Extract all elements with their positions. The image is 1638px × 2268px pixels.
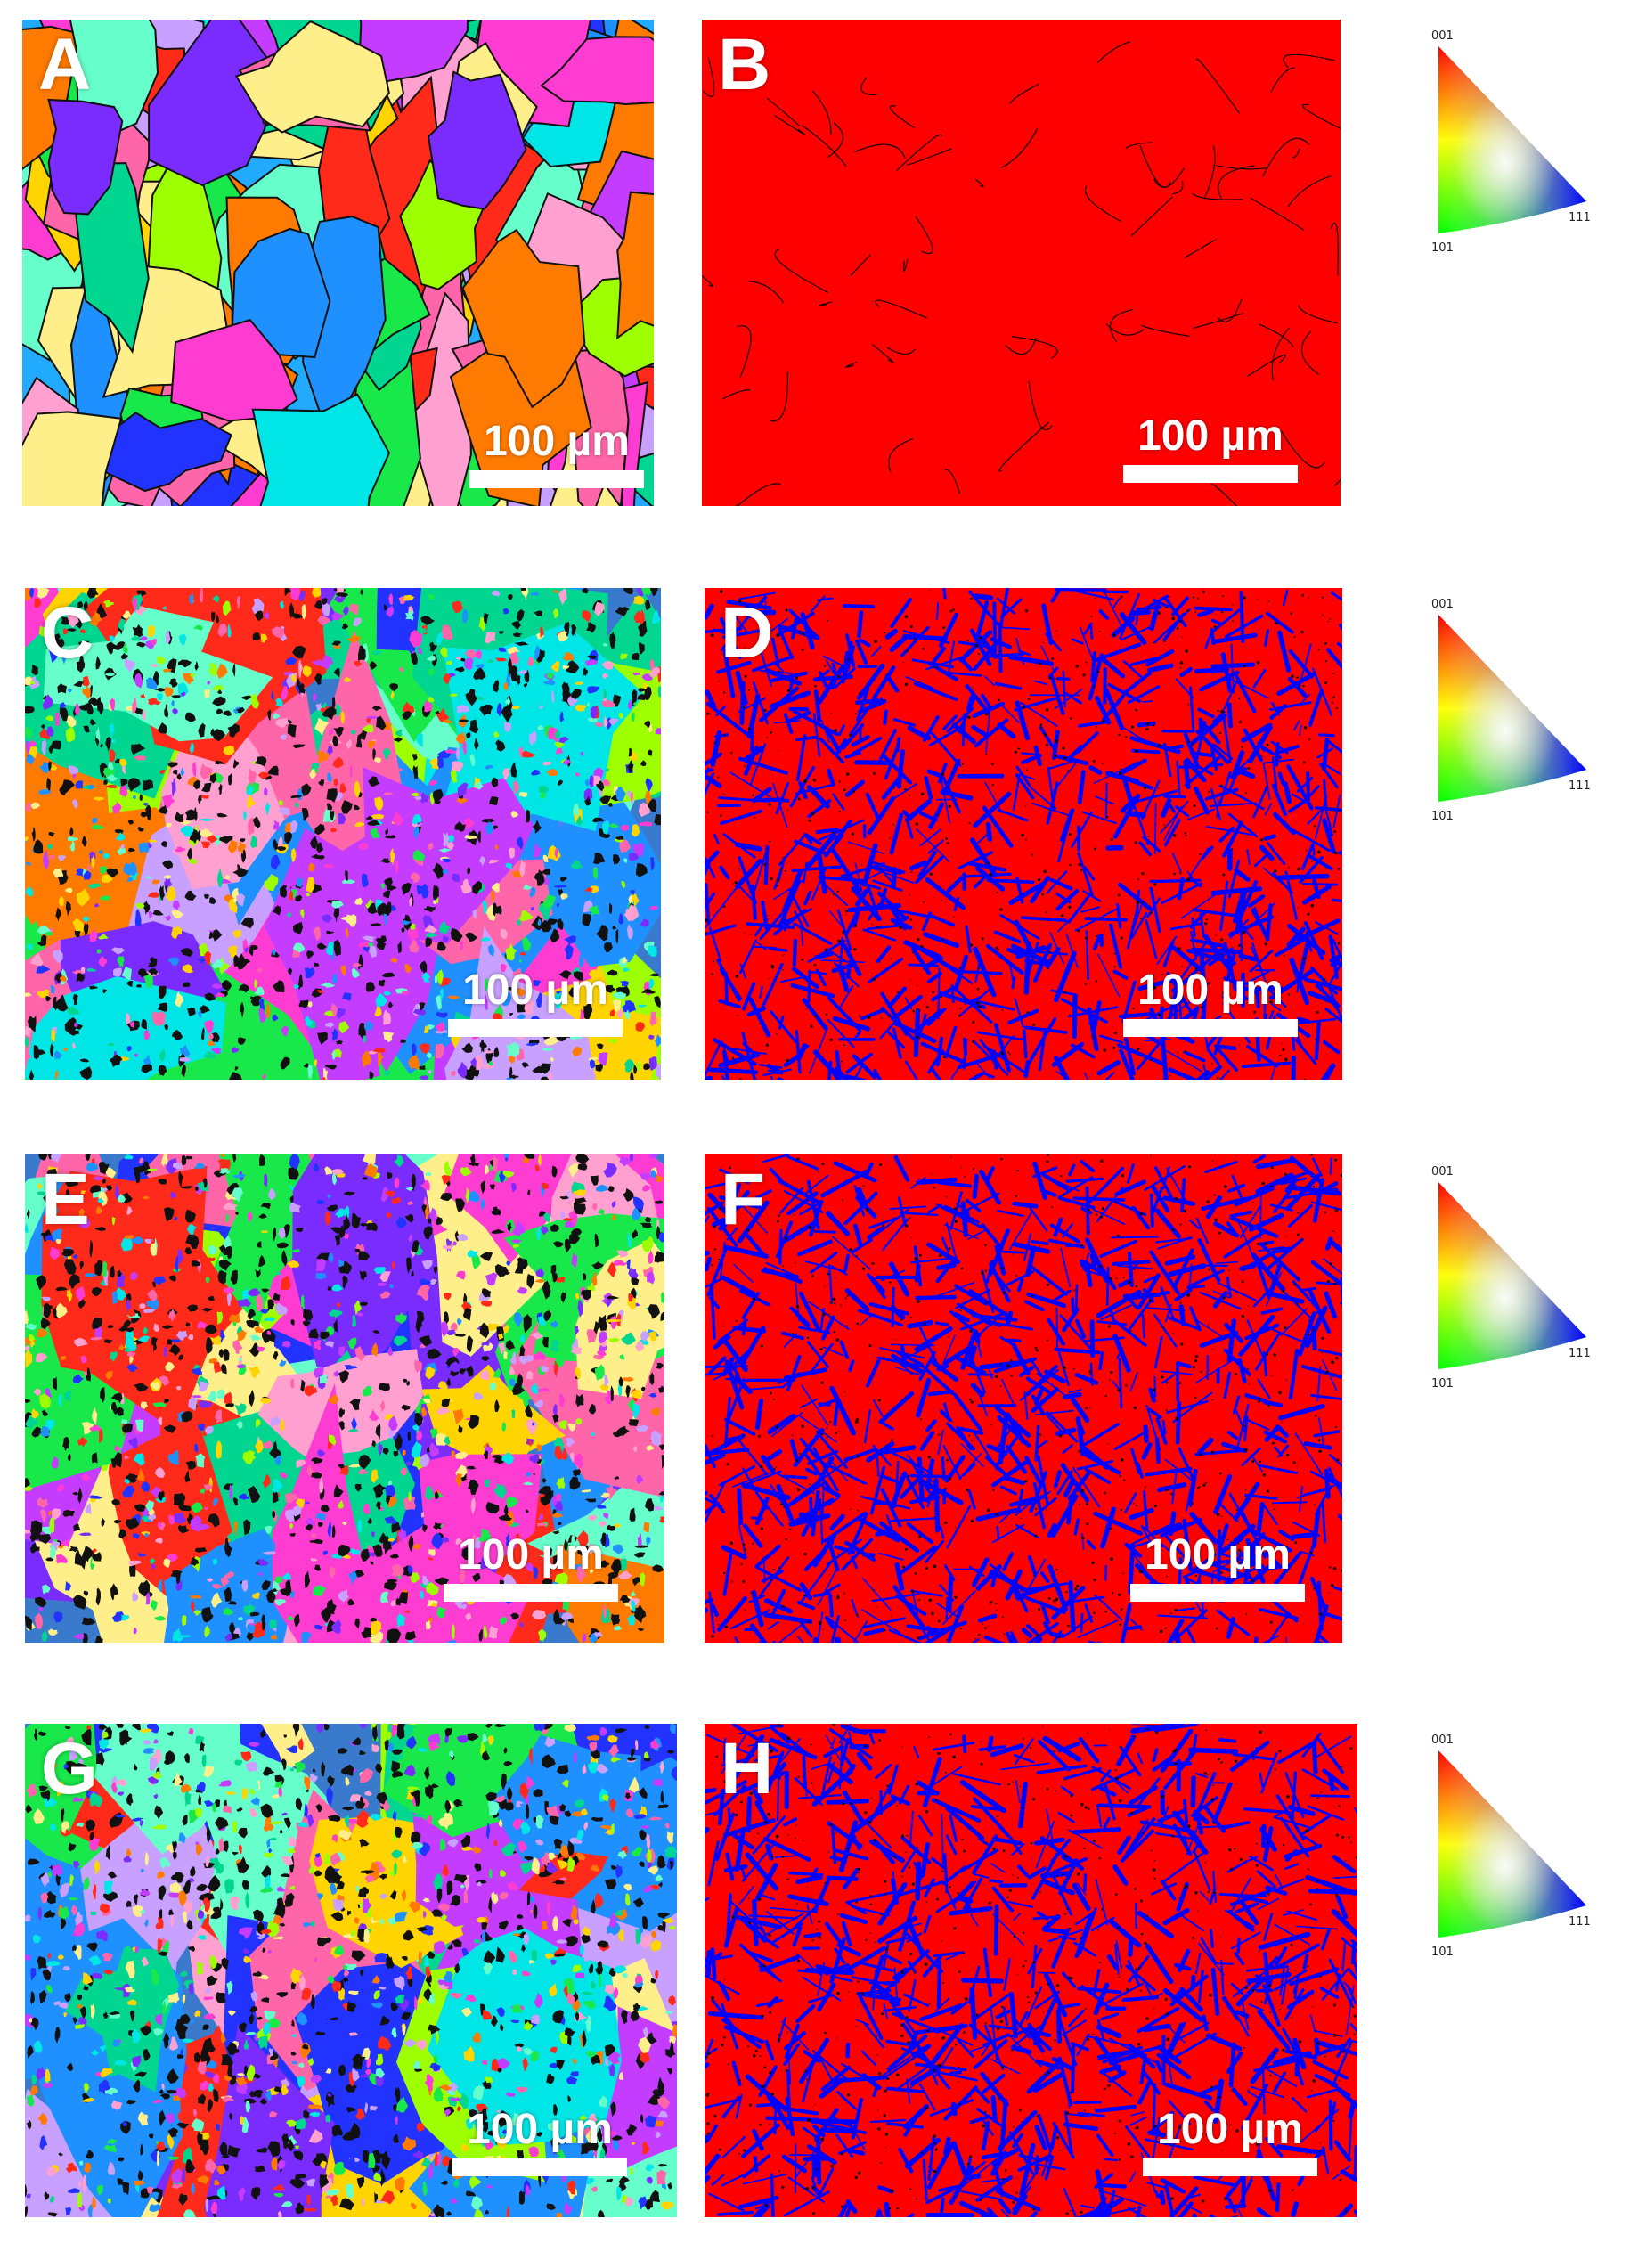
panel-label: E [41, 1159, 90, 1240]
scale-bar-label: 100 µm [1157, 2106, 1303, 2153]
ipf-map-a [22, 20, 654, 506]
ipf-legend-label-101: 101 [1431, 241, 1454, 255]
ipf-legend-svg: 001 101 111 [1431, 598, 1591, 823]
scale-bar-line [444, 1584, 618, 1602]
scale-bar: 100 µm [448, 969, 623, 1037]
panel-label: C [41, 592, 94, 673]
panel-label: F [721, 1159, 766, 1240]
ipf-legend-triangle: 001 101 111 [1428, 1731, 1597, 1971]
panel-d-phase-map: D 100 µm [705, 588, 1342, 1080]
scale-bar-line [1123, 465, 1298, 483]
panel-label: A [38, 24, 92, 105]
ipf-legend-label-111: 111 [1569, 1347, 1591, 1360]
ipf-legend-label-001: 001 [1431, 1734, 1454, 1747]
ipf-legend-label-111: 111 [1569, 1915, 1591, 1929]
panel-a-ipf-map: A 100 µm [22, 20, 654, 506]
scale-bar-label: 100 µm [1137, 967, 1284, 1014]
ipf-legend-shape [1438, 1750, 1586, 1938]
ipf-legend-shape [1438, 615, 1586, 802]
ipf-map-g [25, 1724, 677, 2217]
ipf-map-e [25, 1154, 664, 1643]
scale-bar-line [1130, 1584, 1305, 1602]
scale-bar-label: 100 µm [458, 1531, 604, 1579]
ipf-legend-svg: 001 101 111 [1431, 1734, 1591, 1959]
scale-bar-line [469, 470, 644, 488]
ipf-legend-triangle: 001 101 111 [1428, 595, 1597, 836]
panel-c-ipf-map: C 100 µm [25, 588, 661, 1080]
scale-bar: 100 µm [1123, 415, 1298, 483]
ipf-legend-label-101: 101 [1431, 1946, 1454, 1959]
panel-b-phase-map: B 100 µm [702, 20, 1341, 506]
scale-bar: 100 µm [1123, 969, 1298, 1037]
scale-bar-label: 100 µm [467, 2106, 613, 2153]
phase-map-h [705, 1724, 1357, 2217]
ipf-legend-label-111: 111 [1569, 211, 1591, 224]
scale-bar-line [1123, 1019, 1298, 1037]
phase-map-b [702, 20, 1341, 506]
scale-bar: 100 µm [452, 2109, 627, 2176]
panel-label: H [721, 1728, 774, 1809]
scale-bar-label: 100 µm [462, 967, 608, 1014]
scale-bar-label: 100 µm [1137, 412, 1284, 460]
scale-bar-line [1143, 2158, 1317, 2176]
ipf-legend-svg: 001 101 111 [1431, 1165, 1591, 1391]
panel-label: B [718, 24, 771, 105]
scale-bar-label: 100 µm [1145, 1531, 1291, 1579]
panel-label: G [41, 1728, 98, 1809]
panel-h-phase-map: H 100 µm [705, 1724, 1357, 2217]
ipf-legend-label-101: 101 [1431, 810, 1454, 823]
scale-bar: 100 µm [1130, 1534, 1305, 1602]
ipf-legend-shape [1438, 46, 1586, 233]
ipf-legend-svg: 001 101 111 [1431, 29, 1591, 255]
scale-bar-line [452, 2158, 627, 2176]
panel-g-ipf-map: G 100 µm [25, 1724, 677, 2217]
scale-bar: 100 µm [444, 1534, 618, 1602]
panel-e-ipf-map: E 100 µm [25, 1154, 664, 1643]
phase-map-f [705, 1154, 1342, 1643]
scale-bar: 100 µm [1143, 2109, 1317, 2176]
scale-bar-label: 100 µm [484, 418, 630, 465]
ipf-legend-label-001: 001 [1431, 29, 1454, 43]
ipf-legend-label-111: 111 [1569, 779, 1591, 793]
phase-map-d [705, 588, 1342, 1080]
ipf-legend-triangle: 001 101 111 [1428, 1163, 1597, 1403]
panel-label: D [721, 592, 774, 673]
ipf-map-c [25, 588, 661, 1080]
ipf-legend-shape [1438, 1182, 1586, 1369]
panel-f-phase-map: F 100 µm [705, 1154, 1342, 1643]
scale-bar: 100 µm [469, 420, 644, 488]
ipf-legend-label-001: 001 [1431, 598, 1454, 611]
ipf-legend-label-001: 001 [1431, 1165, 1454, 1179]
ipf-legend-triangle: 001 101 111 [1428, 27, 1597, 267]
ipf-legend-label-101: 101 [1431, 1377, 1454, 1391]
scale-bar-line [448, 1019, 623, 1037]
